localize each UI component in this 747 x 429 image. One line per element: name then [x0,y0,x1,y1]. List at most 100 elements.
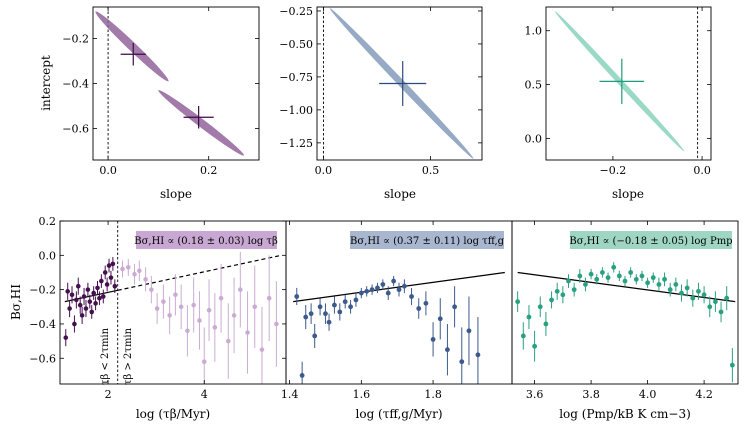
data-point-group [452,286,458,328]
data-point [173,292,178,298]
data-point-group [729,347,735,383]
y-tick-label: −0.4 [62,78,89,91]
data-point-group-light [149,275,154,304]
data-point-group [600,267,605,278]
data-point [520,333,526,339]
data-point [342,299,348,305]
y-tick-label: 1.0 [525,25,543,38]
x-axis-label: log (τff,g/Myr) [356,407,443,421]
data-point [110,261,116,267]
panel-top-slope-intercept-tau-ff: 0.0 0.5 −0.25 −0.50 −0.75 −1.00 −1.25 slope [279,5,483,201]
data-point-group [312,323,318,348]
data-point-group-dark [69,286,75,304]
data-point [396,287,402,293]
y-tick-label: 0.0 [525,132,543,145]
y-tick-label: −1.25 [279,137,313,150]
data-point-group [560,286,566,304]
data-point-group-light [173,274,178,316]
data-point-group [437,298,443,340]
data-point-group [707,296,713,318]
data-point [212,325,218,330]
data-point [245,330,250,335]
data-point [132,271,137,277]
data-point-group [416,298,422,319]
data-point [112,283,118,289]
data-point-group [445,323,450,376]
data-point [191,302,196,308]
data-point-group-light [143,267,148,292]
data-point-group [588,269,594,280]
data-point-group-light [185,305,190,357]
data-point-group [303,305,309,330]
data-point-group [594,274,600,285]
data-point-group [549,291,554,309]
data-point-group [684,279,690,297]
x-tick-label: 1.4 [281,388,299,401]
data-point [95,285,100,291]
data-point [616,273,622,279]
panel-bottom-tau-ff: 1.4 1.6 1.8 Bσ,HI ∝ (0.37 ± 0.11) log τff,… [281,220,513,421]
data-point [667,287,673,293]
data-point-group [701,286,707,304]
data-point-group [369,284,375,295]
data-point-group [696,282,701,300]
data-point-group-dark [74,291,79,309]
data-point-group-dark [87,294,93,309]
fit-line-dashed [117,254,282,291]
data-point [452,304,458,310]
data-point-group-light [191,277,196,333]
data-point [312,333,318,339]
data-point-group-light [154,293,160,324]
data-point [600,270,605,275]
data-point [87,299,93,304]
data-point-group [611,262,617,273]
data-point [143,277,148,282]
x-tick-label: 4 [201,388,208,401]
x-tick-label: 0.2 [200,164,218,177]
data-point-group [358,287,364,299]
data-point [358,290,364,296]
data-point-group-light [137,260,142,282]
data-point-group [348,299,353,314]
axes-frame [316,6,483,161]
y-axis-label: Bσ,HI [9,284,23,320]
data-point-group [308,303,314,324]
data-point-group [515,291,521,312]
data-point [259,347,265,352]
panel-ticks: 1.4 1.6 1.8 [281,221,442,401]
data-point [149,287,154,292]
data-point [566,278,571,284]
data-point-group [566,274,571,288]
x-axis-label: log (τβ/Myr) [136,407,210,421]
data-point [74,297,79,303]
data-point [201,359,207,364]
data-point [104,282,110,287]
data-point-group-light [245,291,250,374]
data-point-group-dark [91,286,96,300]
data-point-group [475,317,481,384]
data-point [85,287,91,292]
data-point-group-light [225,303,231,379]
threshold-label-below: τβ < 2τmin [100,327,111,385]
annotation-box: Bσ,HI ∝ (−0.18 ± 0.05) log Pmp [569,231,733,249]
data-point [662,276,667,282]
x-axis-label: log (Pmp/kB K cm−3) [559,407,691,421]
data-point-group [326,313,332,331]
panel-top-slope-intercept-pressure: −0.2 0.0 0.0 0.5 1.0 slope [525,6,712,201]
data-point [718,309,724,315]
data-point-group-dark [102,265,108,280]
data-point [707,304,713,310]
x-tick-label: 0.0 [99,164,117,177]
data-point [577,273,583,279]
data-point-group [430,322,436,357]
data-point [684,285,690,291]
y-tick-label: −0.2 [29,284,56,297]
data-point-group [294,287,300,306]
y-axis-label: intercept [39,55,53,111]
data-point [416,306,422,311]
data-point-group-light [266,255,272,342]
annotation-box: Bσ,HI ∝ (0.37 ± 0.11) log τff,g [350,231,505,249]
data-point [266,295,272,301]
panel-ticks: −0.2 0.0 0.0 0.5 1.0 [525,7,711,177]
data-point [679,290,684,296]
